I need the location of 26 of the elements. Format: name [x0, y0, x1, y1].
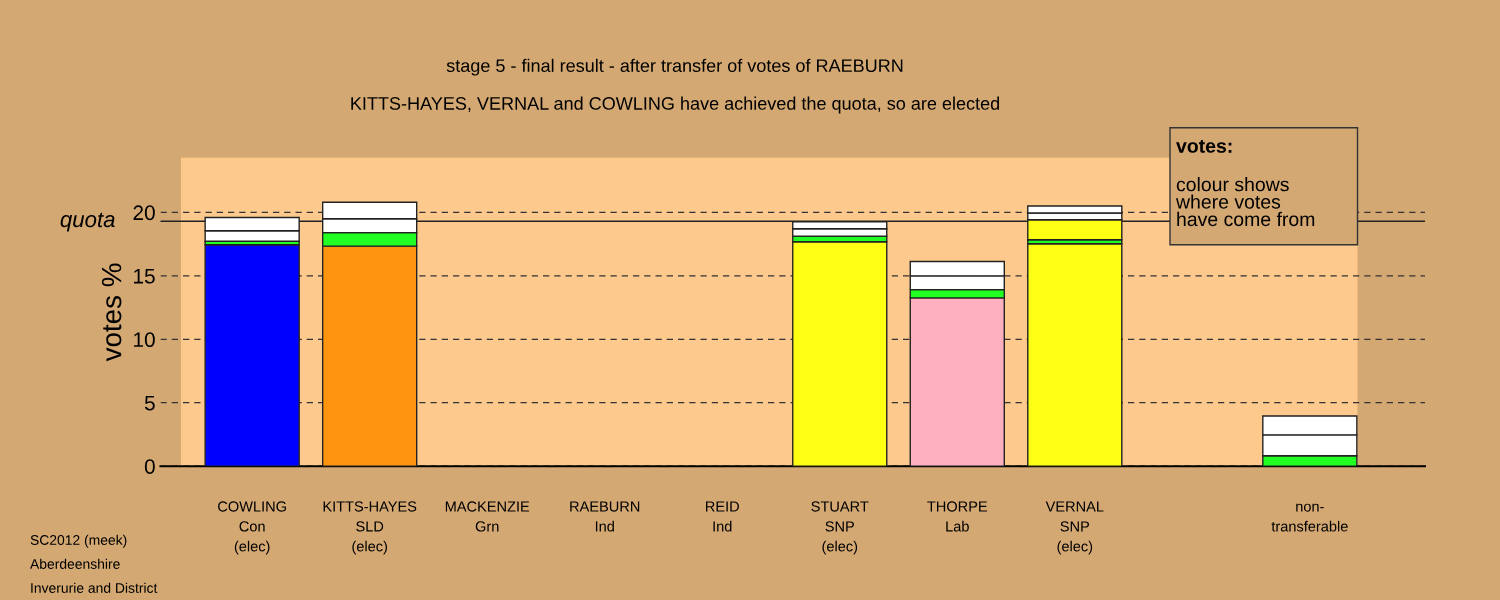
y-tick-label: 5	[144, 395, 155, 411]
x-tick-label: VERNAL SNP (elec)	[1045, 501, 1104, 555]
x-tick-label: RAEBURN Ind	[570, 501, 640, 532]
x-tick-label: REID Ind	[706, 501, 739, 532]
bar	[204, 244, 300, 467]
text: votes:	[1176, 139, 1232, 153]
bar	[792, 241, 888, 467]
text: Inverurie and District	[31, 582, 158, 593]
y-tick-label: 10	[134, 332, 155, 348]
y-axis-title: votes %	[101, 263, 122, 362]
chart-subtitle: KITTS-HAYES, VERNAL and COWLING have achieved the quota, so are elected	[351, 96, 1000, 114]
chart-title: stage 5 - final result - after transfer of votes of RAEBURN	[446, 58, 903, 76]
x-tick-label: COWLING Con (elec)	[218, 501, 286, 555]
bar	[1027, 243, 1123, 467]
annotation: colour shows where votes have come from	[1175, 177, 1315, 227]
x-tick-label: STUART SNP (elec)	[811, 501, 869, 555]
x-tick-label: KITTS-HAYES SLD (elec)	[323, 501, 417, 555]
text: Aberdeenshire	[30, 558, 120, 569]
ref-line-label: quota	[60, 212, 115, 232]
x-tick-label: non- transferable	[1271, 503, 1348, 532]
y-tick-label: 20	[133, 205, 155, 221]
y-tick-label: 0	[144, 459, 155, 474]
text: SC2012 (meek)	[30, 534, 127, 548]
x-tick-label: MACKENZIE Grn	[445, 501, 530, 532]
y-tick-label: 15	[134, 269, 155, 284]
x-tick-label: THORPE Lab	[927, 501, 988, 532]
